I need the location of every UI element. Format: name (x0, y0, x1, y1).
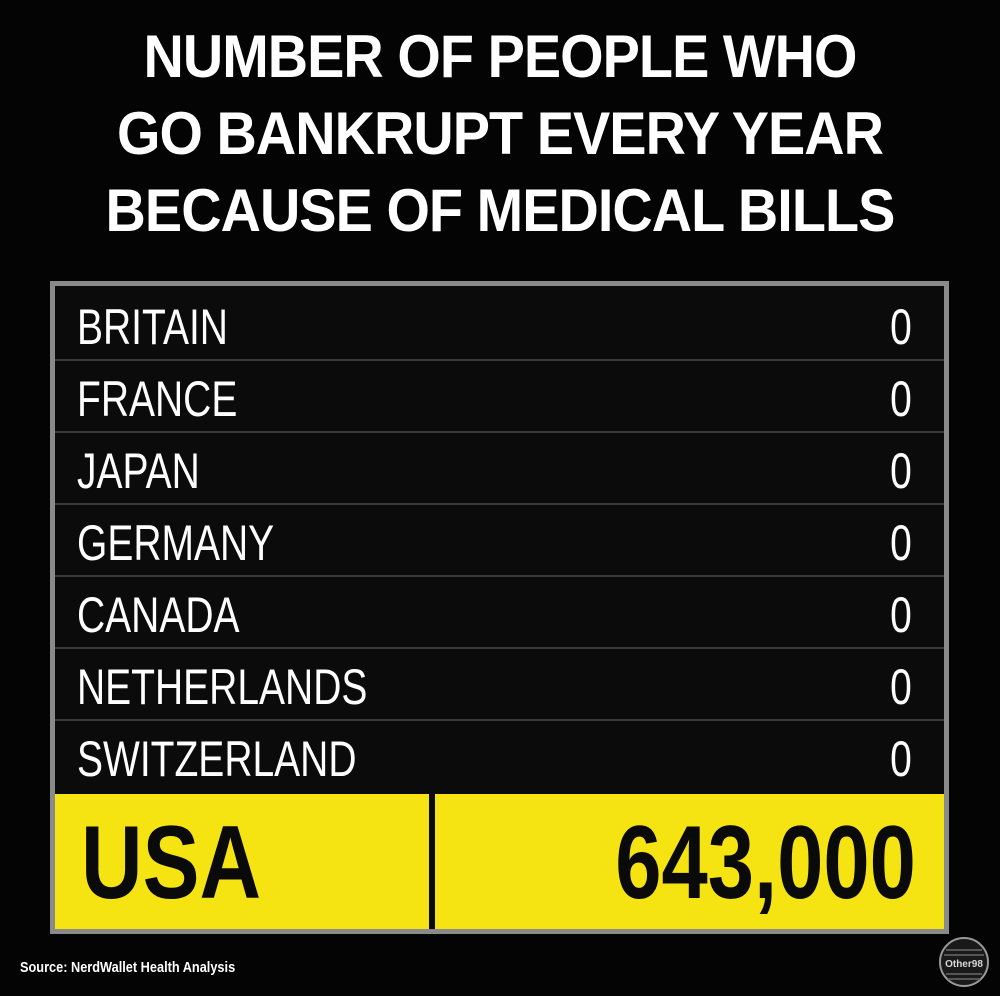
country-value: 0 (890, 587, 912, 643)
country-value: 0 (890, 299, 912, 355)
title-line-3: BECAUSE OF MEDICAL BILLS (105, 177, 896, 244)
title-line-2: GO BANKRUPT EVERY YEAR (116, 100, 884, 167)
data-table: BRITAIN 0 FRANCE 0 JAPAN 0 GERMANY 0 CANADA 0 NETH… (50, 281, 949, 934)
country-label: BRITAIN (77, 299, 228, 355)
table-row: SWITZERLAND 0 (55, 721, 944, 793)
country-label: FRANCE (77, 371, 238, 427)
logo-text: Other98 (945, 959, 983, 970)
usa-label-cell: USA (55, 794, 429, 929)
table-row: GERMANY 0 (55, 505, 944, 577)
chart-title: NUMBER OF PEOPLE WHO GO BANKRUPT EVERY Y… (0, 18, 1000, 249)
country-label: GERMANY (77, 515, 275, 571)
country-value: 0 (890, 515, 912, 571)
table-row: BRITAIN 0 (55, 289, 944, 361)
country-label: CANADA (77, 587, 240, 643)
country-label: NETHERLANDS (77, 659, 368, 715)
country-value: 0 (890, 443, 912, 499)
other98-logo-icon: Other98 (939, 937, 989, 987)
country-label: JAPAN (77, 443, 200, 499)
table-row: FRANCE 0 (55, 361, 944, 433)
title-line-1: NUMBER OF PEOPLE WHO (143, 23, 857, 90)
country-value: 0 (890, 659, 912, 715)
usa-cell-divider (429, 794, 435, 929)
table-row: NETHERLANDS 0 (55, 649, 944, 721)
table-row: JAPAN 0 (55, 433, 944, 505)
country-value: 0 (890, 371, 912, 427)
usa-country-label: USA (81, 805, 262, 921)
source-note: Source: NerdWallet Health Analysis (20, 959, 236, 976)
usa-value: 643,000 (615, 805, 916, 921)
usa-value-cell: 643,000 (435, 794, 944, 929)
country-label: SWITZERLAND (77, 731, 357, 787)
country-value: 0 (890, 731, 912, 787)
table-row: CANADA 0 (55, 577, 944, 649)
